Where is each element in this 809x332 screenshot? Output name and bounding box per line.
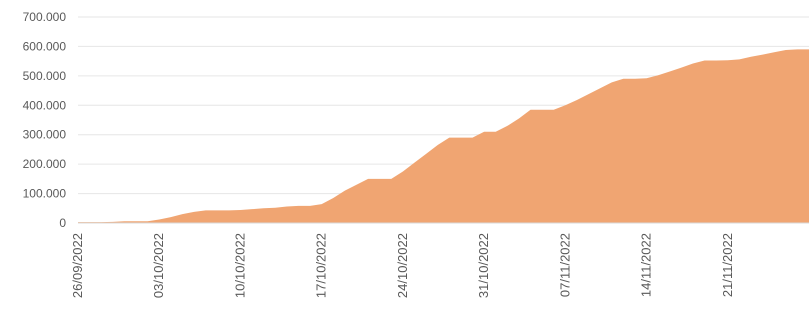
y-axis-labels: 0 100.000 200.000 300.000 400.000 500.000 600.… [23, 10, 67, 230]
x-tick-label: 10/10/2022 [232, 233, 247, 298]
x-tick-label: 24/10/2022 [395, 233, 410, 298]
y-tick-label: 200.000 [23, 157, 67, 171]
y-tick-label: 300.000 [23, 128, 67, 142]
x-tick-label: 26/09/2022 [70, 233, 85, 298]
x-tick-label: 17/10/2022 [314, 233, 329, 298]
x-tick-label: 03/10/2022 [151, 233, 166, 298]
y-tick-label: 500.000 [23, 69, 67, 83]
area-fill [78, 49, 809, 224]
y-tick-label: 100.000 [23, 187, 67, 201]
y-tick-label: 400.000 [23, 98, 67, 112]
x-tick-label: 14/11/2022 [639, 233, 654, 297]
y-tick-label: 0 [59, 216, 66, 230]
area-series [78, 49, 809, 224]
x-tick-label: 21/11/2022 [720, 233, 735, 297]
y-tick-label: 600.000 [23, 39, 67, 53]
x-tick-label: 07/11/2022 [557, 233, 572, 297]
x-tick-label: 31/10/2022 [476, 233, 491, 298]
gridlines [78, 16, 809, 195]
x-axis-labels: 26/09/2022 03/10/2022 10/10/2022 17/10/2022… [70, 233, 735, 298]
y-tick-label: 700.000 [23, 10, 67, 24]
